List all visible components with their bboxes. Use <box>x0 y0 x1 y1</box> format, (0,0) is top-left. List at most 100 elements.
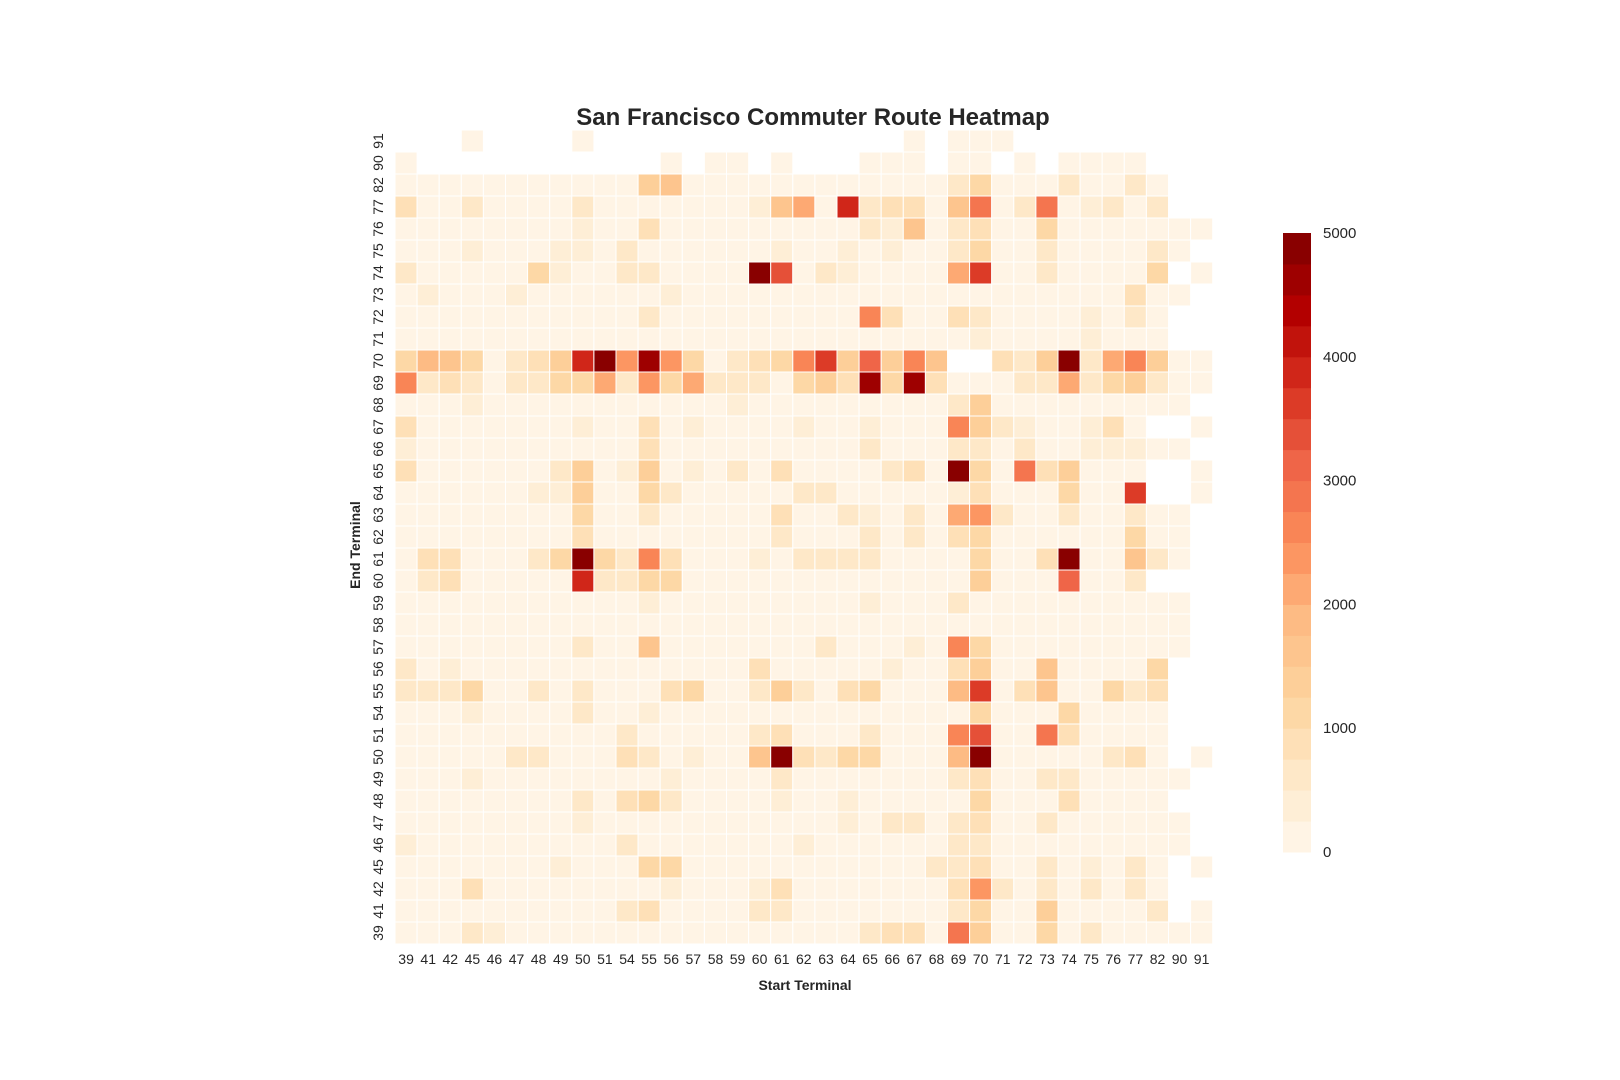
heatmap-cell <box>438 547 462 571</box>
heatmap-cell <box>637 745 661 769</box>
heatmap-cell <box>681 723 705 747</box>
heatmap-cell <box>924 811 949 835</box>
heatmap-cell <box>1057 745 1081 769</box>
heatmap-cell <box>637 459 661 483</box>
heatmap-cell <box>947 789 971 813</box>
heatmap-cell <box>726 833 750 857</box>
heatmap-cell <box>726 855 750 879</box>
heatmap-cell <box>659 195 683 219</box>
heatmap-cell <box>947 327 971 351</box>
heatmap-cell <box>549 701 573 725</box>
heatmap-cell <box>703 525 728 549</box>
heatmap-cell <box>947 129 971 153</box>
heatmap-cell <box>748 525 772 549</box>
colorbar-segment <box>1283 356 1311 389</box>
heatmap-cell <box>1079 173 1103 197</box>
heatmap-cell <box>482 767 506 791</box>
heatmap-cell <box>947 239 971 263</box>
heatmap-cell <box>615 855 639 879</box>
heatmap-cell <box>726 635 750 659</box>
heatmap-cell <box>527 723 551 747</box>
heatmap-cell <box>1013 261 1037 285</box>
heatmap-cell <box>836 811 860 835</box>
heatmap-cell <box>1057 569 1081 593</box>
heatmap-cell <box>593 173 617 197</box>
heatmap-cell <box>991 437 1015 461</box>
heatmap-cell <box>902 855 926 879</box>
heatmap-cell <box>792 459 816 483</box>
heatmap-cell <box>1145 349 1170 373</box>
heatmap-cell <box>902 481 926 505</box>
heatmap-cell <box>659 789 683 813</box>
heatmap-cell <box>969 789 993 813</box>
heatmap-cell <box>482 525 506 549</box>
heatmap-cell <box>880 525 904 549</box>
heatmap-cell <box>460 877 484 901</box>
x-tick-label: 50 <box>575 951 591 967</box>
heatmap-cell <box>858 921 882 945</box>
heatmap-cell <box>1168 437 1192 461</box>
heatmap-cell <box>1057 657 1081 681</box>
heatmap-cell <box>637 481 661 505</box>
heatmap-cell <box>880 459 904 483</box>
heatmap-cell <box>1101 195 1125 219</box>
heatmap-cell <box>571 415 595 439</box>
heatmap-cell <box>482 195 506 219</box>
heatmap-cell <box>947 393 971 417</box>
heatmap-cell <box>902 239 926 263</box>
y-tick-label: 46 <box>370 837 386 853</box>
heatmap-cell <box>880 437 904 461</box>
heatmap-cell <box>969 481 993 505</box>
heatmap-cell <box>681 789 705 813</box>
heatmap-cell <box>482 239 506 263</box>
heatmap-cell <box>726 283 750 307</box>
heatmap-cell <box>549 239 573 263</box>
heatmap-cell <box>681 877 705 901</box>
heatmap-cell <box>703 437 728 461</box>
heatmap-cell <box>527 591 551 615</box>
colorbar-tick-label: 3000 <box>1323 473 1356 490</box>
heatmap-cell <box>637 877 661 901</box>
heatmap-cell <box>1101 789 1125 813</box>
heatmap-cell <box>924 393 949 417</box>
heatmap-cell <box>1190 217 1214 241</box>
heatmap-cell <box>681 745 705 769</box>
heatmap-cell <box>902 723 926 747</box>
heatmap-cell <box>969 811 993 835</box>
heatmap-cell <box>1057 283 1081 307</box>
heatmap-cell <box>880 261 904 285</box>
y-tick-label: 60 <box>370 573 386 589</box>
x-tick-label: 47 <box>509 951 525 967</box>
heatmap-cell <box>902 437 926 461</box>
heatmap-cell <box>991 217 1015 241</box>
heatmap-cell <box>814 745 838 769</box>
heatmap-cell <box>726 613 750 637</box>
heatmap-cell <box>770 679 794 703</box>
y-tick-label: 73 <box>370 287 386 303</box>
heatmap-cell <box>880 151 904 175</box>
heatmap-cell <box>1145 525 1170 549</box>
heatmap-cell <box>770 833 794 857</box>
colorbar-tick-label: 1000 <box>1323 720 1356 737</box>
heatmap-cell <box>549 613 573 637</box>
heatmap-cell <box>571 327 595 351</box>
heatmap-cell <box>1057 481 1081 505</box>
heatmap-cell <box>858 877 882 901</box>
heatmap-cell <box>571 393 595 417</box>
heatmap-cell <box>681 547 705 571</box>
heatmap-cell <box>482 415 506 439</box>
heatmap-cell <box>858 151 882 175</box>
heatmap-cell <box>770 305 794 329</box>
heatmap-cell <box>460 855 484 879</box>
heatmap-cell <box>969 151 993 175</box>
heatmap-cell <box>703 195 728 219</box>
heatmap-cell <box>1101 217 1125 241</box>
heatmap-cell <box>1145 613 1170 637</box>
heatmap-cell <box>1145 591 1170 615</box>
heatmap-cell <box>416 173 440 197</box>
heatmap-cell <box>814 173 838 197</box>
heatmap-cell <box>792 657 816 681</box>
x-tick-label: 71 <box>995 951 1011 967</box>
heatmap-cell <box>681 393 705 417</box>
heatmap-cell <box>438 503 462 527</box>
